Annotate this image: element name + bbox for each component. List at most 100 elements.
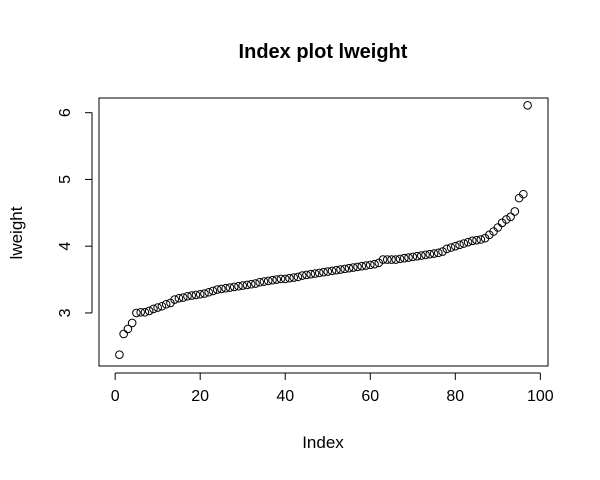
data-point bbox=[370, 259, 379, 269]
data-point bbox=[387, 255, 396, 264]
data-point bbox=[502, 215, 511, 224]
data-point bbox=[187, 291, 196, 300]
x-tick-label: 80 bbox=[446, 388, 464, 405]
data-point bbox=[251, 279, 260, 288]
data-point bbox=[425, 249, 435, 259]
data-point bbox=[217, 284, 226, 294]
data-point bbox=[314, 268, 324, 278]
data-point bbox=[357, 261, 367, 271]
data-point bbox=[382, 255, 392, 264]
data-point bbox=[378, 255, 388, 264]
data-points bbox=[115, 101, 532, 359]
data-point bbox=[421, 250, 430, 260]
data-point bbox=[463, 237, 473, 247]
data-point bbox=[306, 269, 316, 279]
data-point bbox=[285, 273, 294, 283]
data-point bbox=[161, 299, 171, 309]
data-point bbox=[446, 243, 456, 252]
data-point bbox=[221, 283, 231, 293]
data-point bbox=[523, 101, 532, 110]
data-point bbox=[451, 241, 460, 251]
y-tick-label: 3 bbox=[57, 308, 74, 317]
data-point bbox=[127, 318, 137, 328]
data-point bbox=[506, 212, 515, 222]
data-point bbox=[519, 189, 528, 199]
data-point bbox=[331, 265, 341, 275]
data-point bbox=[476, 235, 486, 244]
data-point bbox=[225, 283, 235, 292]
data-point bbox=[119, 329, 128, 339]
data-point bbox=[208, 286, 218, 296]
data-point bbox=[310, 269, 320, 278]
data-point bbox=[289, 273, 299, 282]
data-point bbox=[442, 244, 452, 254]
x-axis-title: Index bbox=[302, 433, 344, 452]
data-point bbox=[144, 306, 154, 316]
data-point bbox=[183, 291, 192, 301]
data-point bbox=[268, 275, 277, 285]
data-point bbox=[115, 350, 124, 359]
data-point bbox=[361, 261, 371, 270]
data-point bbox=[140, 307, 150, 317]
x-tick-label: 20 bbox=[191, 388, 209, 405]
data-point bbox=[136, 307, 145, 317]
data-point bbox=[153, 303, 162, 312]
data-point bbox=[157, 301, 167, 311]
y-tick-label: 6 bbox=[57, 108, 74, 117]
plot-frame bbox=[98, 97, 549, 367]
data-point bbox=[434, 248, 443, 258]
data-point bbox=[514, 193, 524, 203]
data-point bbox=[353, 262, 362, 272]
data-point bbox=[302, 270, 311, 280]
data-point bbox=[327, 266, 337, 276]
data-point bbox=[272, 275, 282, 284]
data-point bbox=[229, 282, 239, 292]
data-point bbox=[255, 277, 265, 287]
data-point bbox=[323, 267, 333, 276]
data-point bbox=[438, 247, 447, 256]
y-axis: 3 4 5 6 bbox=[57, 108, 93, 317]
data-point bbox=[493, 223, 503, 232]
data-point bbox=[472, 235, 481, 245]
data-point bbox=[170, 295, 179, 304]
y-tick-label: 5 bbox=[57, 175, 74, 184]
data-point bbox=[178, 293, 188, 302]
data-point bbox=[200, 289, 209, 298]
data-point bbox=[212, 285, 222, 294]
x-tick-label: 40 bbox=[276, 388, 294, 405]
data-point bbox=[293, 272, 303, 282]
data-point bbox=[238, 281, 248, 290]
x-tick-label: 0 bbox=[111, 388, 120, 405]
data-point bbox=[340, 264, 350, 274]
data-point bbox=[297, 271, 307, 280]
data-point bbox=[429, 249, 439, 258]
data-point bbox=[319, 267, 328, 277]
data-point bbox=[459, 239, 469, 248]
data-point bbox=[412, 251, 422, 261]
data-point bbox=[365, 260, 375, 270]
data-point bbox=[395, 254, 405, 264]
data-point bbox=[416, 251, 426, 260]
data-point bbox=[242, 280, 252, 290]
data-point bbox=[246, 279, 256, 289]
y-tick-label: 4 bbox=[57, 242, 74, 251]
data-point bbox=[276, 274, 286, 284]
data-point bbox=[263, 276, 273, 286]
data-point bbox=[174, 293, 184, 303]
chart-title: Index plot lweight bbox=[239, 41, 408, 63]
data-point bbox=[259, 277, 269, 286]
data-point bbox=[348, 263, 358, 272]
data-point bbox=[404, 253, 413, 262]
data-point bbox=[204, 287, 213, 297]
data-point bbox=[344, 263, 354, 273]
y-axis-title: lweight bbox=[7, 206, 26, 259]
data-point bbox=[510, 207, 520, 216]
data-point bbox=[191, 290, 201, 300]
data-point bbox=[408, 252, 418, 262]
data-point bbox=[123, 324, 133, 334]
x-tick-label: 60 bbox=[361, 388, 379, 405]
x-axis: 0 20 40 60 80 100 bbox=[111, 372, 554, 405]
data-point bbox=[468, 236, 477, 246]
data-point bbox=[391, 255, 401, 264]
